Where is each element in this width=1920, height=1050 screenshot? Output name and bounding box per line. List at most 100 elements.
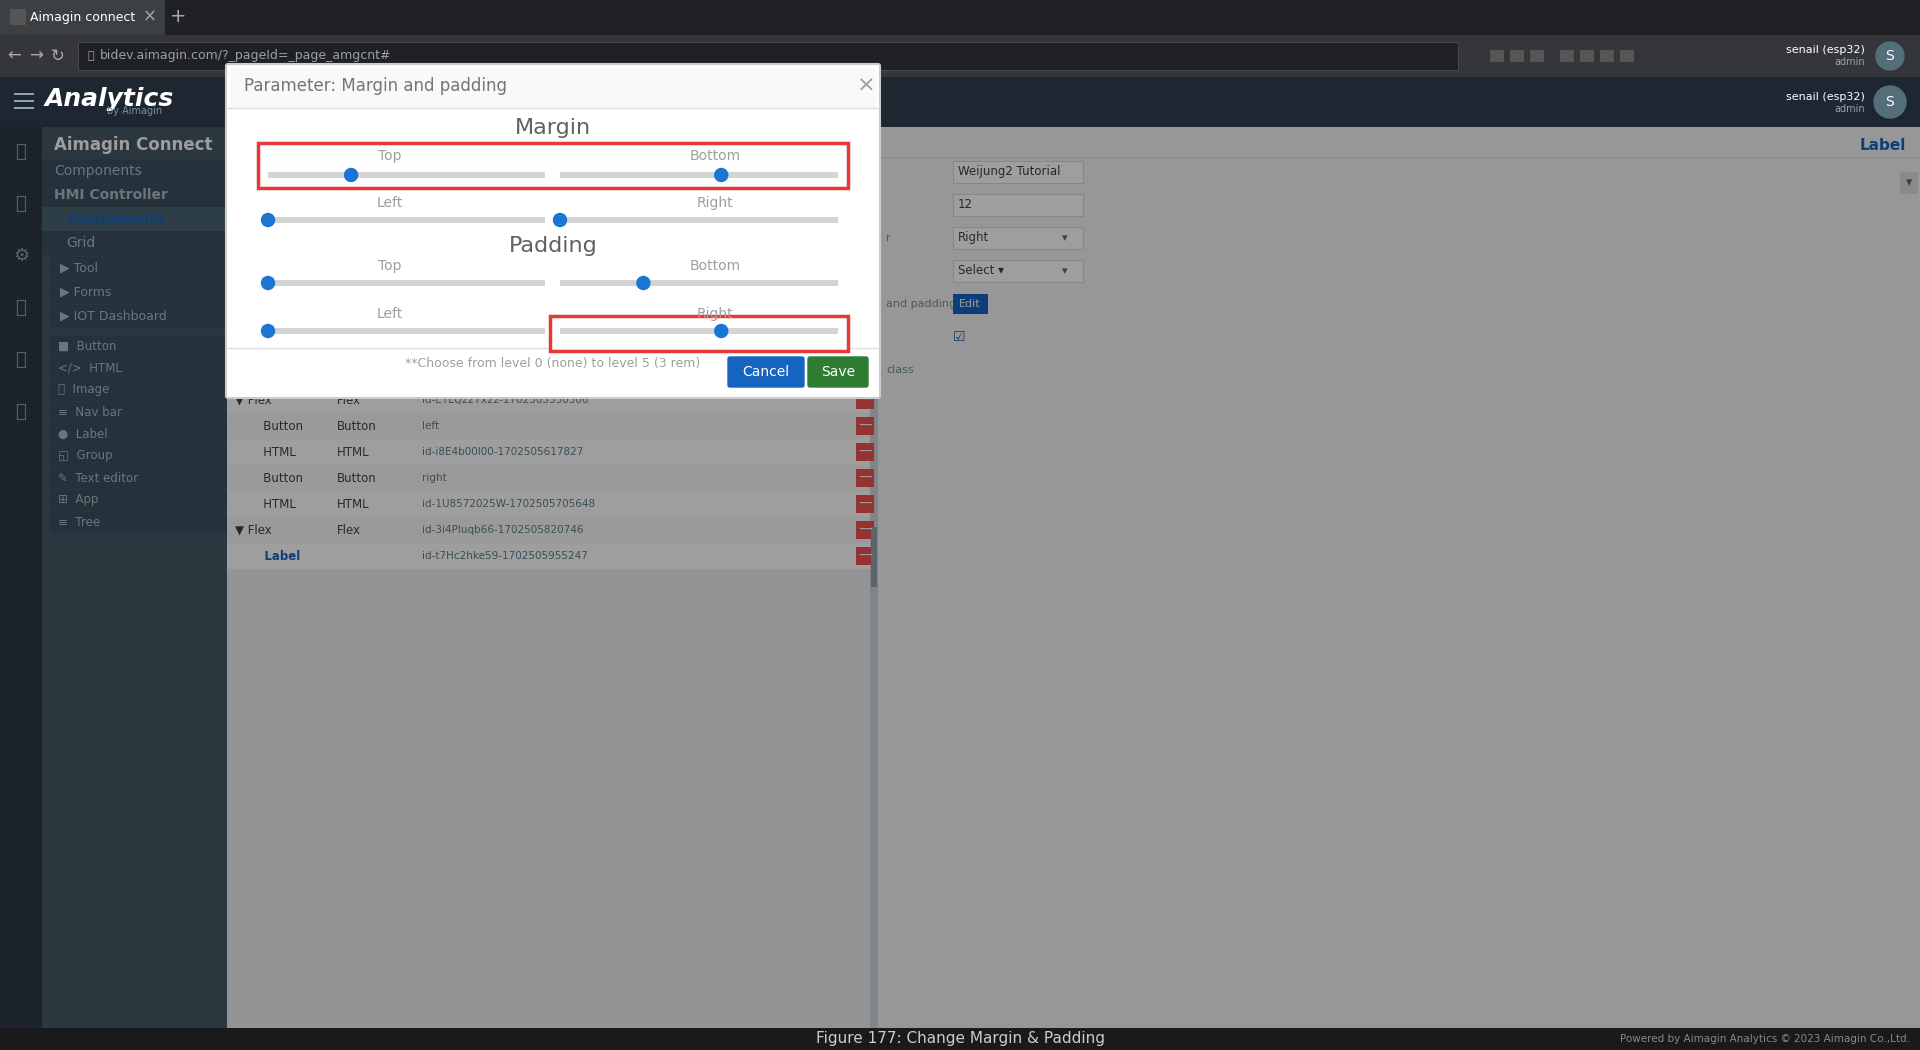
Text: ≡  Tree: ≡ Tree: [58, 516, 100, 528]
Bar: [872, 527, 877, 587]
FancyBboxPatch shape: [728, 357, 804, 387]
Text: Left: Left: [376, 307, 403, 321]
Bar: [0, 127, 1920, 1028]
Bar: [856, 521, 874, 539]
Text: Aimagin connect: Aimagin connect: [31, 10, 134, 23]
Text: Cancel: Cancel: [743, 365, 789, 379]
Bar: [42, 207, 227, 231]
Bar: [42, 231, 227, 255]
Text: **Choose from level 0 (none) to level 5 (3 rem): **Choose from level 0 (none) to level 5 …: [405, 357, 701, 371]
Bar: [50, 358, 227, 379]
Bar: [952, 227, 1083, 249]
Text: ▶ IOT Dashboard: ▶ IOT Dashboard: [60, 310, 167, 322]
Bar: [50, 281, 227, 303]
Text: right: right: [422, 472, 447, 483]
FancyBboxPatch shape: [808, 357, 868, 387]
Text: Padding: Padding: [509, 236, 597, 256]
Bar: [42, 159, 227, 183]
Bar: [50, 490, 227, 511]
Ellipse shape: [261, 213, 275, 227]
Bar: [50, 446, 227, 467]
Text: Flex: Flex: [338, 524, 361, 537]
Text: HMI Controller: HMI Controller: [54, 188, 167, 202]
Bar: [1620, 50, 1634, 62]
Ellipse shape: [714, 324, 728, 337]
Bar: [856, 495, 874, 513]
Bar: [549, 316, 849, 351]
Bar: [952, 194, 1083, 216]
Bar: [1580, 50, 1594, 62]
Bar: [50, 402, 227, 423]
Text: —: —: [858, 523, 872, 537]
Text: Button: Button: [338, 471, 376, 484]
Text: Components: Components: [54, 164, 142, 179]
Text: Analytics: Analytics: [44, 87, 175, 111]
Text: ▾: ▾: [1907, 176, 1912, 189]
Bar: [230, 68, 876, 108]
Text: 📤: 📤: [15, 403, 27, 421]
Text: ▾: ▾: [1062, 233, 1068, 243]
Bar: [0, 35, 1920, 77]
Text: ⊞  App: ⊞ App: [58, 494, 98, 506]
Text: by Aimagin: by Aimagin: [108, 106, 161, 116]
Text: 🔒: 🔒: [15, 299, 27, 317]
Ellipse shape: [261, 324, 275, 337]
Text: Top: Top: [378, 259, 401, 273]
Circle shape: [1876, 42, 1905, 70]
Text: ▶ Forms: ▶ Forms: [60, 286, 111, 298]
Text: admin: admin: [1834, 104, 1864, 114]
FancyBboxPatch shape: [227, 64, 879, 398]
Text: Label: Label: [1860, 138, 1907, 152]
Text: and padding: and padding: [885, 299, 956, 309]
Text: senail (esp32): senail (esp32): [1786, 45, 1864, 55]
Bar: [856, 417, 874, 435]
Bar: [561, 172, 837, 179]
Text: ◱  Group: ◱ Group: [58, 449, 113, 462]
Text: HTML: HTML: [338, 445, 371, 459]
Bar: [0, 77, 1920, 127]
Bar: [1599, 50, 1615, 62]
Bar: [1490, 50, 1503, 62]
Text: Right: Right: [697, 196, 733, 210]
Text: ↻: ↻: [52, 47, 65, 65]
Bar: [42, 183, 227, 207]
Text: ✎  Text editor: ✎ Text editor: [58, 471, 138, 484]
Bar: [227, 127, 1920, 1028]
Bar: [257, 143, 849, 188]
Text: —: —: [858, 471, 872, 485]
Bar: [50, 336, 227, 357]
Bar: [0, 127, 42, 1028]
Bar: [0, 1028, 1920, 1050]
Text: HTML: HTML: [252, 498, 296, 510]
Bar: [877, 127, 1920, 1028]
Text: 📄: 📄: [15, 143, 27, 161]
Bar: [856, 443, 874, 461]
Text: Button: Button: [252, 420, 303, 433]
Text: S: S: [1885, 94, 1895, 109]
Text: ×: ×: [144, 8, 157, 26]
Text: Left: Left: [376, 196, 403, 210]
Bar: [269, 172, 545, 179]
Text: ■  Button: ■ Button: [58, 339, 117, 353]
Bar: [50, 468, 227, 489]
Ellipse shape: [261, 276, 275, 290]
Bar: [1559, 50, 1574, 62]
FancyBboxPatch shape: [2, 1, 163, 34]
Text: →: →: [29, 47, 42, 65]
Bar: [561, 280, 837, 286]
Text: 👥: 👥: [15, 351, 27, 369]
Text: id-1U8572025W-1702505705648: id-1U8572025W-1702505705648: [422, 499, 595, 509]
Bar: [870, 127, 877, 1028]
Text: +: +: [169, 7, 186, 26]
Bar: [50, 380, 227, 401]
Ellipse shape: [637, 276, 649, 290]
Bar: [13, 93, 35, 94]
Bar: [269, 328, 545, 334]
Bar: [13, 100, 35, 102]
Text: Components: Components: [65, 212, 163, 226]
Text: —: —: [858, 497, 872, 511]
Text: 🗄: 🗄: [15, 195, 27, 213]
Text: </>  HTML: </> HTML: [58, 361, 121, 375]
Bar: [50, 424, 227, 445]
Bar: [856, 469, 874, 487]
